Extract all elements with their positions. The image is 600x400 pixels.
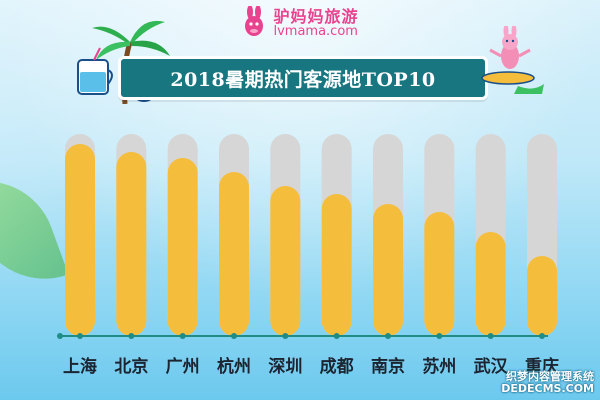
axis-dot bbox=[179, 333, 186, 339]
logo-cn-text: 驴妈妈旅游 bbox=[273, 6, 359, 26]
surfing-bunny-icon bbox=[481, 26, 544, 94]
axis-dot bbox=[231, 333, 237, 339]
watermark: 织梦内容管理系统 DEDECMS.COM bbox=[501, 369, 594, 396]
watermark-line1: 织梦内容管理系统 bbox=[506, 369, 594, 383]
bar-8 bbox=[475, 232, 506, 336]
title-banner: 2018暑期热门客源地TOP10 bbox=[118, 56, 488, 100]
category-label: 北京 bbox=[114, 356, 148, 377]
axis-dot bbox=[128, 333, 135, 339]
bar-3 bbox=[219, 172, 249, 336]
axis-dot bbox=[487, 333, 494, 339]
category-label: 武汉 bbox=[474, 356, 509, 377]
category-label: 成都 bbox=[320, 356, 354, 377]
bar-5 bbox=[321, 194, 352, 336]
brand-logo: 驴妈妈旅游 lvmama.com bbox=[0, 6, 600, 44]
chart-title: 2018暑期热门客源地TOP10 bbox=[170, 68, 436, 91]
category-label: 南京 bbox=[371, 356, 405, 377]
axis-dot bbox=[539, 333, 545, 339]
category-label: 深圳 bbox=[268, 356, 302, 377]
bar-9 bbox=[527, 256, 557, 336]
category-label: 重庆 bbox=[525, 356, 559, 377]
category-label: 广州 bbox=[166, 356, 200, 377]
category-label: 上海 bbox=[63, 356, 97, 377]
bar-7 bbox=[424, 212, 455, 336]
axis-dot bbox=[333, 333, 340, 339]
axis-start-dot bbox=[57, 333, 63, 339]
bar-2 bbox=[167, 158, 198, 336]
category-label: 苏州 bbox=[422, 356, 456, 377]
bar-0 bbox=[65, 144, 95, 336]
watermark-line2: DEDECMS.COM bbox=[501, 382, 594, 396]
bar-1 bbox=[116, 152, 147, 336]
axis-dot bbox=[77, 333, 83, 339]
bar-6 bbox=[373, 204, 403, 336]
axis-dot bbox=[282, 333, 289, 339]
donkey-logo-icon bbox=[245, 6, 264, 36]
axis-dot bbox=[385, 333, 391, 339]
bar-4 bbox=[270, 186, 301, 336]
axis-dot bbox=[436, 333, 443, 339]
logo-en-text: lvmama.com bbox=[273, 23, 358, 39]
category-label: 杭州 bbox=[217, 356, 251, 377]
